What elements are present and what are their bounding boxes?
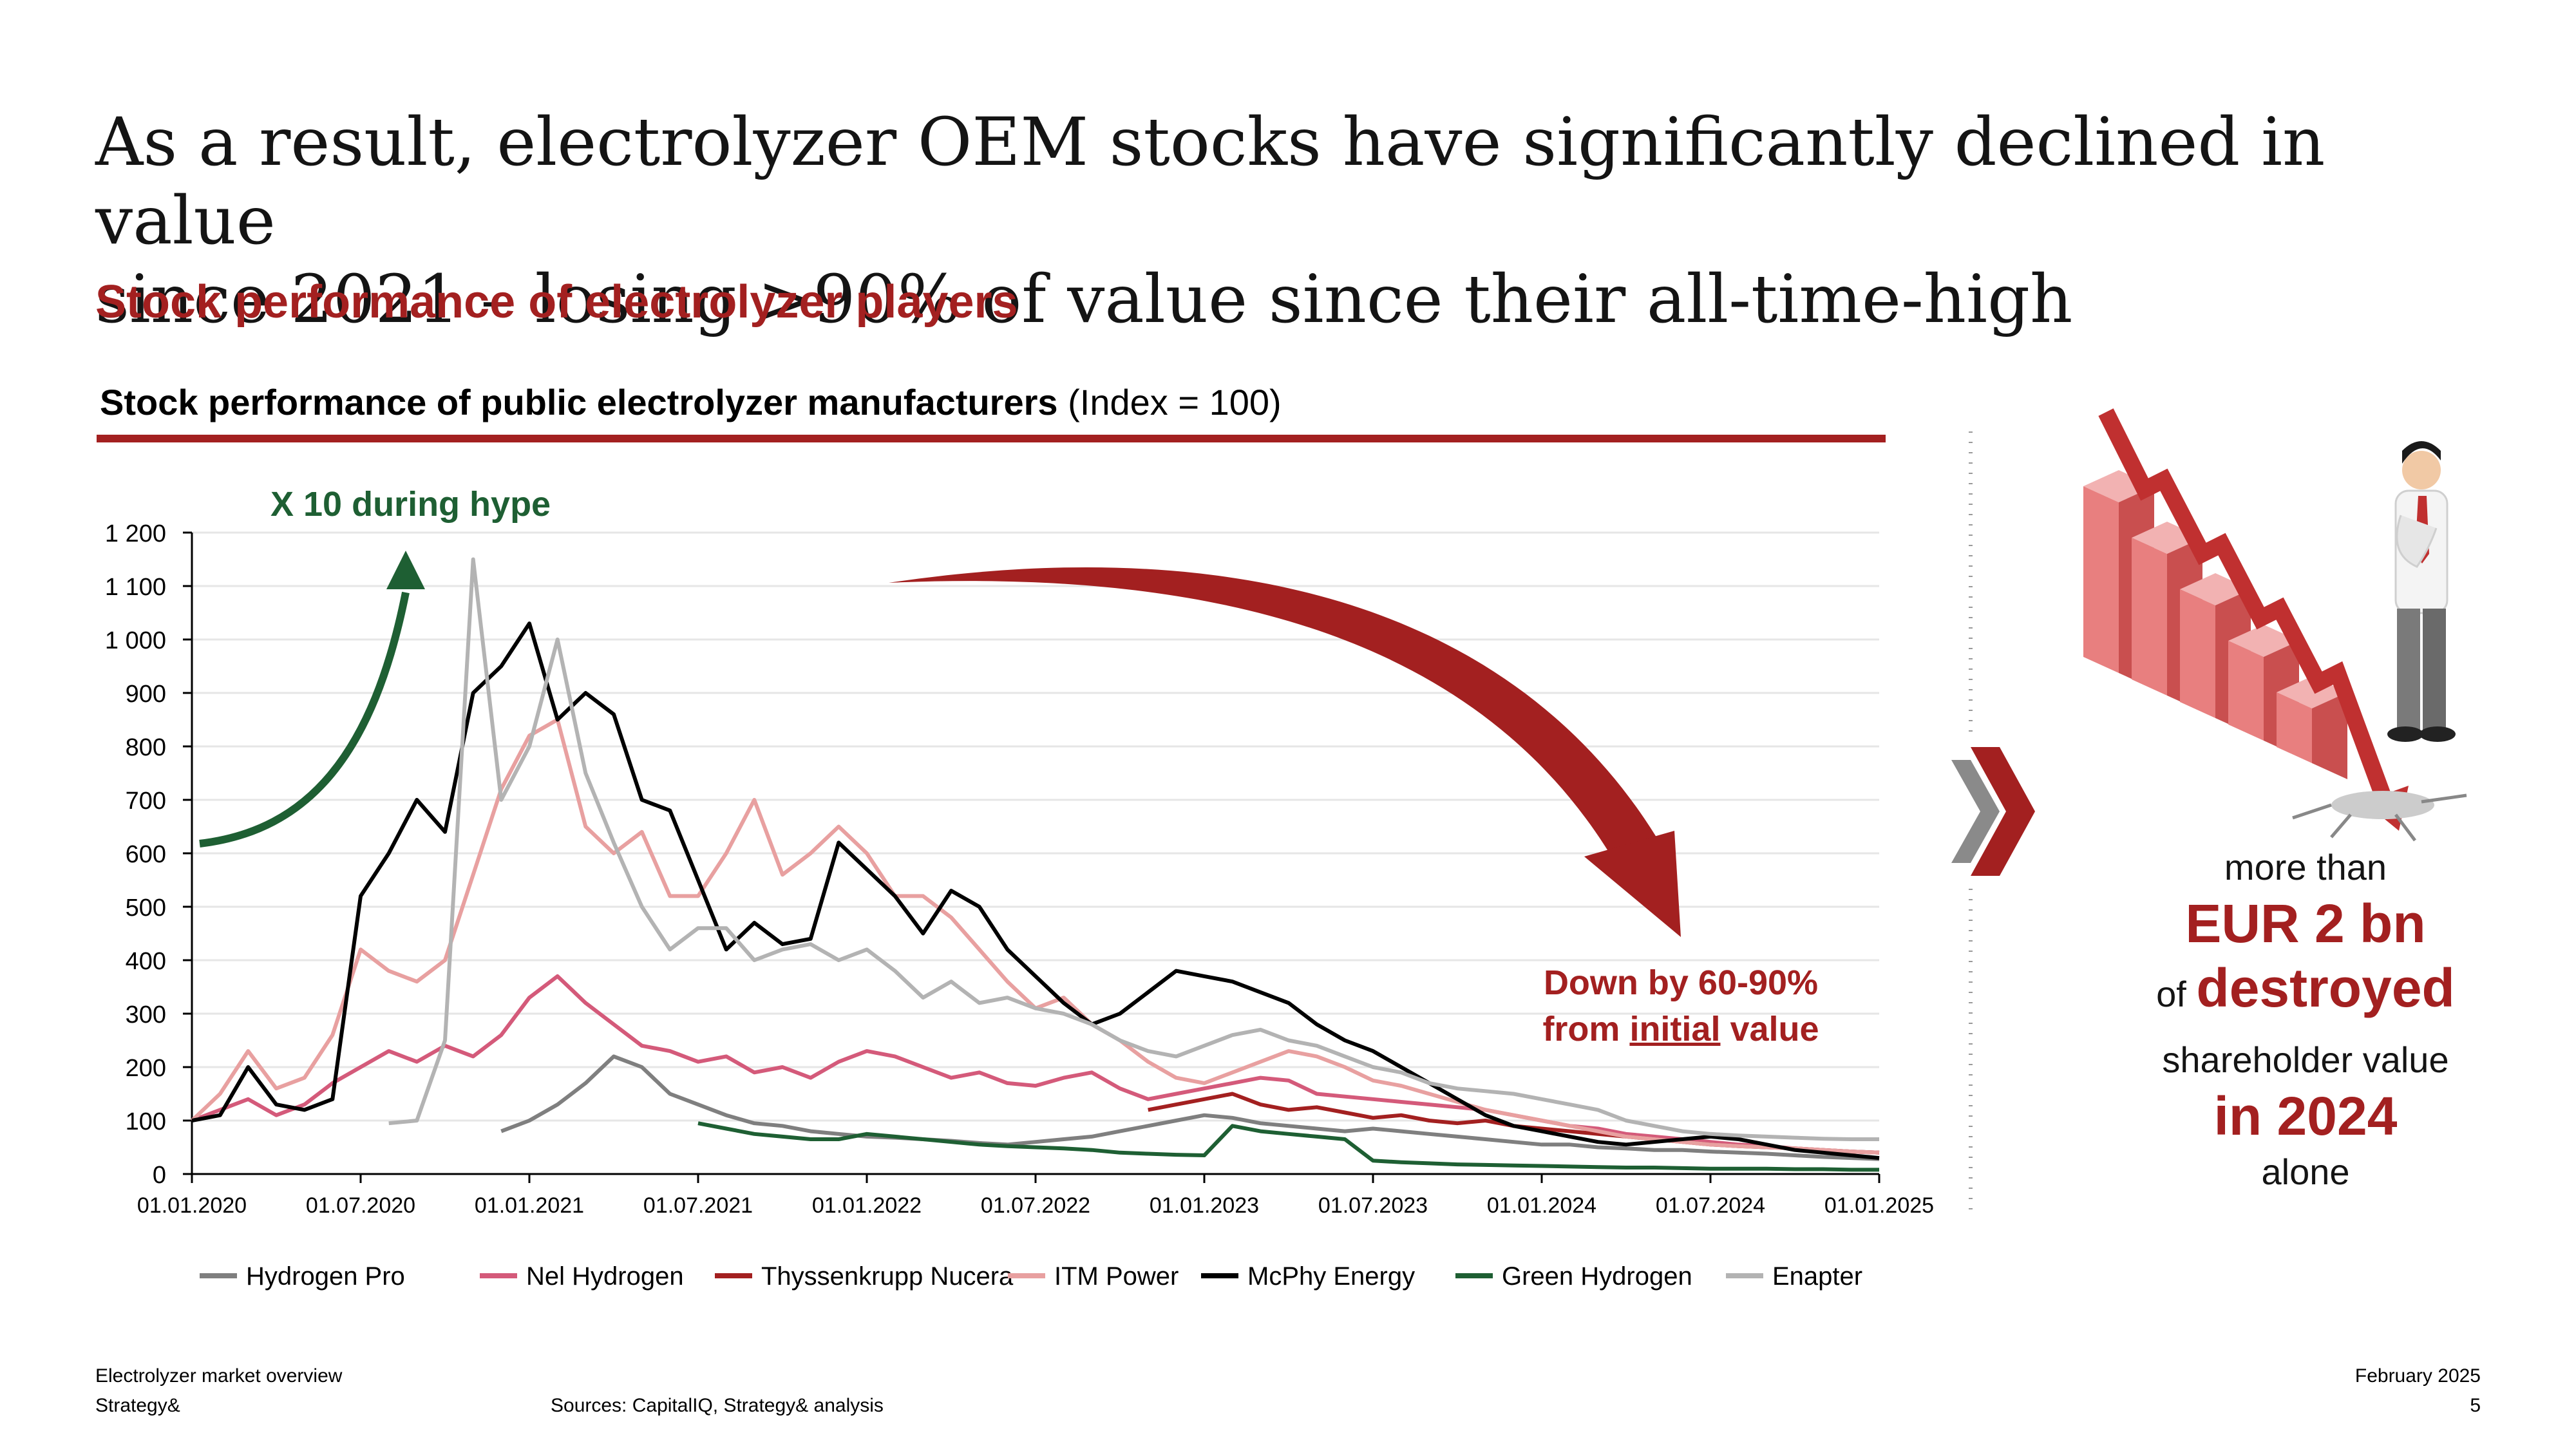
- title-rule: [97, 435, 1886, 442]
- x-tick-label: 01.07.2022: [981, 1193, 1090, 1218]
- side-shareholder: shareholder value: [2162, 1039, 2449, 1080]
- chevron-right-icon-red: [1971, 747, 2035, 876]
- legend-label: Enapter: [1772, 1262, 1862, 1291]
- down-annotation-underlined: initial: [1629, 1010, 1721, 1048]
- falling-bars-illustration: [2083, 408, 2467, 842]
- footer-date: February 2025: [2354, 1365, 2481, 1387]
- x-tick-label: 01.01.2023: [1150, 1193, 1259, 1218]
- chart-title-rest: (Index = 100): [1057, 382, 1282, 422]
- hype-arrowhead: [386, 551, 425, 589]
- chevron-right-icon: [1951, 760, 2000, 863]
- page-title-line1: As a result, electrolyzer OEM stocks hav…: [95, 104, 2325, 260]
- y-tick-label: 900: [126, 681, 166, 708]
- legend-label: Hydrogen Pro: [246, 1262, 405, 1291]
- side-line1: more than: [2224, 847, 2387, 887]
- x-tick-label: 01.01.2020: [137, 1193, 247, 1218]
- side-alone: alone: [2261, 1151, 2350, 1192]
- legend-label: Nel Hydrogen: [526, 1262, 684, 1291]
- chart-title-bold: Stock performance of public electrolyzer…: [100, 382, 1058, 422]
- legend-label: Green Hydrogen: [1502, 1262, 1692, 1291]
- y-tick-label: 0: [153, 1162, 166, 1189]
- x-tick-label: 01.07.2021: [643, 1193, 753, 1218]
- footer-brand: Strategy&: [95, 1395, 180, 1416]
- side-amount: EUR 2 bn: [2185, 893, 2426, 954]
- down-annotation: Down by 60-90% from initial value: [1501, 960, 1861, 1052]
- legend-label: Thyssenkrupp Nucera: [761, 1262, 1014, 1291]
- series-line-green-hydrogen: [697, 1121, 1879, 1172]
- legend-label: ITM Power: [1054, 1262, 1179, 1291]
- x-tick-label: 01.01.2025: [1824, 1193, 1934, 1218]
- page-title-line2: since 2021 – losing >90% of value since …: [95, 261, 2073, 338]
- x-tick-label: 01.01.2021: [475, 1193, 584, 1218]
- y-tick-label: 200: [126, 1055, 166, 1082]
- series-line-mcphy-energy: [191, 621, 1880, 1160]
- down-arrowhead: [1584, 831, 1681, 937]
- side-destroyed: of destroyed: [2112, 956, 2499, 1036]
- hype-arrow: [199, 591, 410, 848]
- side-year: in 2024: [2213, 1086, 2398, 1146]
- down-annotation-line1: Down by 60-90%: [1543, 963, 1819, 1002]
- businessman-illustration: [2387, 441, 2456, 742]
- side-callout: more than EUR 2 bn of destroyed sharehol…: [2112, 844, 2499, 1196]
- y-tick-label: 1 000: [105, 627, 166, 654]
- x-tick-label: 01.07.2023: [1318, 1193, 1428, 1218]
- y-tick-label: 300: [126, 1001, 166, 1028]
- y-tick-label: 1 200: [105, 520, 166, 547]
- chart-title: Stock performance of public electrolyzer…: [100, 381, 1282, 423]
- footer-sources: Sources: CapitalIQ, Strategy& analysis: [551, 1395, 884, 1416]
- y-tick-label: 600: [126, 841, 166, 868]
- page-title: As a result, electrolyzer OEM stocks hav…: [95, 103, 2478, 339]
- series-line-hydrogen-pro: [500, 1054, 1880, 1161]
- y-tick-label: 700: [126, 788, 166, 815]
- x-tick-label: 01.07.2020: [306, 1193, 415, 1218]
- side-destroyed-word: destroyed: [2196, 958, 2455, 1018]
- x-tick-label: 01.01.2022: [812, 1193, 922, 1218]
- subtitle: Stock performance of electrolyzer player…: [95, 276, 1018, 328]
- series-line-enapter: [388, 557, 1879, 1141]
- legend-label: McPhy Energy: [1247, 1262, 1415, 1291]
- down-arrow: [889, 567, 1668, 876]
- y-tick-label: 400: [126, 948, 166, 975]
- y-tick-label: 100: [126, 1108, 166, 1135]
- series-line-nel-hydrogen: [191, 974, 1880, 1155]
- y-tick-label: 500: [126, 895, 166, 922]
- down-annotation-pre: from: [1542, 1010, 1630, 1048]
- y-tick-label: 800: [126, 734, 166, 761]
- hype-annotation: X 10 during hype: [270, 485, 551, 524]
- x-tick-label: 01.01.2024: [1487, 1193, 1596, 1218]
- footer-page-number: 5: [2470, 1395, 2481, 1416]
- y-tick-label: 1 100: [105, 574, 166, 601]
- footer-doc-name: Electrolyzer market overview: [95, 1365, 343, 1387]
- side-of: of: [2156, 974, 2197, 1014]
- x-tick-label: 01.07.2024: [1656, 1193, 1765, 1218]
- down-annotation-post: value: [1720, 1010, 1819, 1048]
